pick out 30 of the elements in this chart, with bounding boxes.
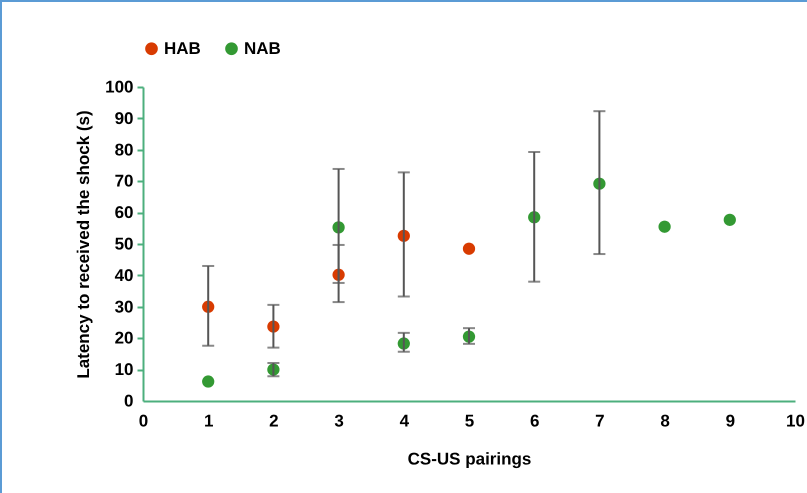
x-tick-label: 3 [334,412,344,430]
y-axis-title: Latency to received the shock (s) [74,110,94,379]
point [658,220,671,233]
y-tick-label: 60 [114,203,134,222]
x-tick-label: 1 [204,412,214,430]
y-tick-label: 80 [114,140,134,160]
point [462,242,476,255]
y-tick-label: 100 [105,78,134,96]
x-axis-title: CS-US pairings [408,450,532,468]
legend-label: HAB [164,38,201,58]
y-tick-label: 90 [114,108,134,128]
x-tick-label: 6 [530,412,540,430]
x-tick-label: 5 [464,412,474,430]
x-tick-label: 9 [726,412,736,430]
y-tick-label: 30 [114,297,134,316]
legend-label: NAB [244,38,281,58]
y-tick-label: 10 [114,360,134,380]
x-tick-label: 0 [138,412,148,430]
x-tick-label: 2 [269,412,279,430]
x-tick-label: 8 [660,412,670,430]
y-tick-label: 0 [124,392,134,410]
y-tick-label: 20 [114,328,134,348]
y-tick-label: 50 [114,234,134,254]
point [202,375,214,388]
x-tick-label: 4 [400,412,410,430]
point [724,214,736,226]
y-tick-label: 40 [114,266,134,285]
x-tick-label: 7 [595,412,605,430]
y-tick-label: 70 [114,172,134,191]
x-tick-label: 10 [786,412,805,430]
